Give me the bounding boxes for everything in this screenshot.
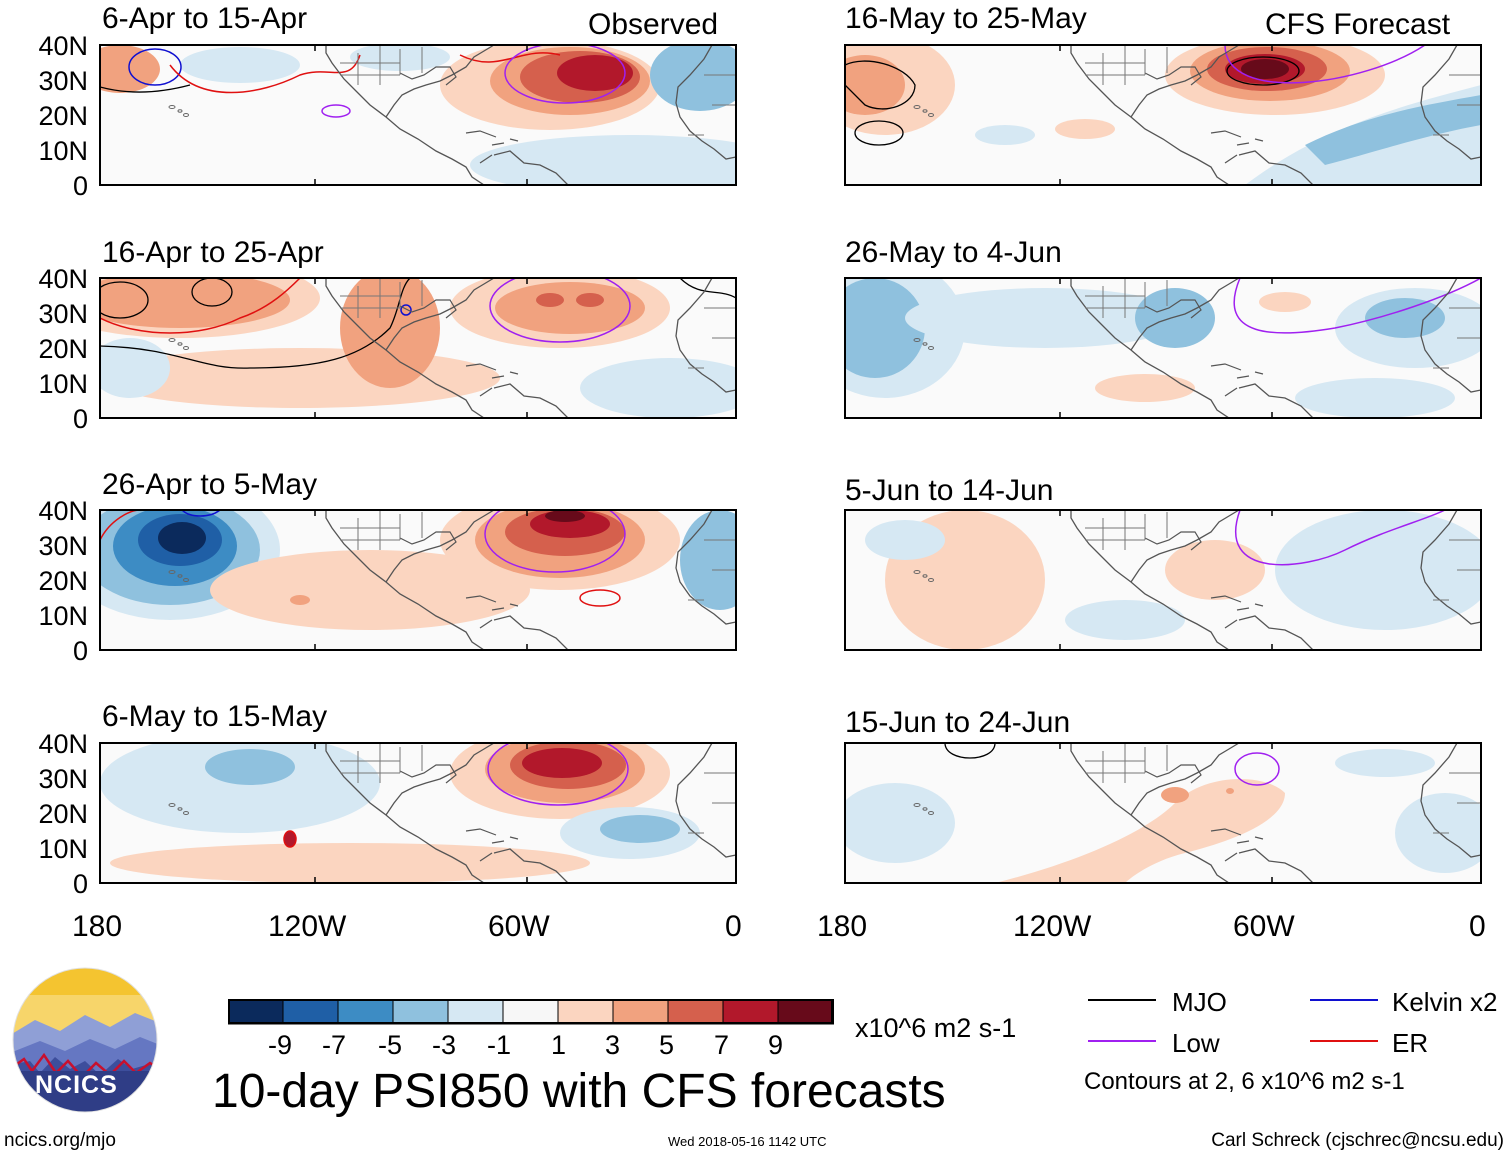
panel-tag-cfs-forecast: CFS Forecast [1265, 8, 1451, 41]
ncics-logo [12, 967, 158, 1113]
legend-lines-right [1310, 999, 1378, 1042]
lat-label: 20N [38, 101, 88, 131]
legend-note: Contours at 2, 6 x10^6 m2 s-1 [1084, 1068, 1405, 1095]
lat-label: 40N [38, 496, 88, 526]
lon-label: 60W [488, 910, 550, 943]
lat-label: 0 [72, 869, 88, 899]
lon-label: 180 [72, 910, 123, 943]
legend-label-er: ER [1392, 1028, 1429, 1058]
lat-label: 20N [38, 566, 88, 596]
colorbar-label: -7 [322, 1030, 347, 1060]
lat-label: 10N [38, 834, 88, 864]
main-title: 10-day PSI850 with CFS forecasts [212, 1065, 946, 1118]
axis-ticks [99, 45, 1273, 883]
map-panels [99, 44, 1482, 884]
colorbar-label: -3 [432, 1030, 457, 1060]
colorbar-swatch [667, 999, 724, 1025]
colorbar-swatch [282, 999, 339, 1025]
footer-credit: Carl Schreck (cjschrec@ncsu.edu) [1211, 1130, 1504, 1151]
lat-label: 40N [38, 729, 88, 759]
legend-label-kelvin: Kelvin x2 [1392, 987, 1498, 1017]
lat-label: 30N [38, 66, 88, 96]
footer-timestamp: Wed 2018-05-16 1142 UTC [668, 1134, 827, 1149]
colorbar-swatch [612, 999, 669, 1025]
colorbar [228, 999, 834, 1025]
panel-title-L1: 6-Apr to 15-Apr [102, 2, 308, 35]
colorbar-label: -5 [378, 1030, 403, 1060]
map-panel-R3 [844, 509, 1482, 651]
legend-label-mjo: MJO [1172, 987, 1227, 1017]
lat-label: 40N [38, 264, 88, 294]
lat-label: 20N [38, 799, 88, 829]
colorbar-swatch [777, 999, 834, 1025]
panel-title-R2: 26-May to 4-Jun [845, 236, 1062, 269]
lat-label: 40N [38, 31, 88, 61]
colorbar-label: 1 [551, 1030, 567, 1060]
footer-url[interactable]: ncics.org/mjo [4, 1130, 116, 1151]
panel-title-R3: 5-Jun to 14-Jun [845, 474, 1054, 507]
lon-label: 0 [1469, 910, 1486, 943]
colorbar-swatch [502, 999, 559, 1025]
colorbar-swatch [337, 999, 394, 1025]
colorbar-units: x10^6 m2 s-1 [855, 1013, 1017, 1043]
lon-label: 0 [725, 910, 742, 943]
lat-label: 10N [38, 136, 88, 166]
colorbar-swatch [228, 999, 284, 1025]
lat-label: 30N [38, 531, 88, 561]
colorbar-swatch [722, 999, 779, 1025]
colorbar-label: 3 [605, 1030, 621, 1060]
colorbar-label: 9 [768, 1030, 784, 1060]
map-panel-R1 [844, 44, 1482, 186]
colorbar-label: 5 [659, 1030, 675, 1060]
legend-label-low: Low [1172, 1028, 1220, 1058]
map-panel-R2 [844, 277, 1482, 419]
map-panel-R4 [844, 742, 1482, 884]
map-panel-L3 [99, 509, 737, 651]
lat-label: 30N [38, 764, 88, 794]
lat-label: 30N [38, 299, 88, 329]
panel-title-R4: 15-Jun to 24-Jun [845, 706, 1071, 739]
logo-text: NCICS [35, 1071, 118, 1099]
map-panel-L1 [99, 44, 737, 186]
lon-label: 60W [1233, 910, 1295, 943]
map-panel-L4 [99, 742, 737, 884]
colorbar-swatch [557, 999, 614, 1025]
lat-label: 0 [72, 636, 88, 666]
colorbar-label: 7 [714, 1030, 730, 1060]
colorbar-label: -9 [268, 1030, 293, 1060]
lat-label: 10N [38, 601, 88, 631]
panel-title-L4: 6-May to 15-May [102, 700, 328, 733]
lon-label: 120W [268, 910, 347, 943]
lat-label: 0 [72, 404, 88, 434]
map-panel-L2 [99, 277, 737, 419]
colorbar-swatch [392, 999, 449, 1025]
panel-title-L3: 26-Apr to 5-May [102, 468, 318, 501]
lon-label: 180 [817, 910, 868, 943]
lat-label: 20N [38, 334, 88, 364]
lon-label: 120W [1013, 910, 1092, 943]
colorbar-swatch [447, 999, 504, 1025]
lat-label: 10N [38, 369, 88, 399]
panel-title-L2: 16-Apr to 25-Apr [102, 236, 324, 269]
panel-tag-observed: Observed [588, 8, 719, 41]
panel-title-R1: 16-May to 25-May [845, 2, 1087, 35]
legend-lines-left [1088, 999, 1156, 1042]
colorbar-label: -1 [487, 1030, 512, 1060]
lat-label: 0 [72, 171, 88, 201]
